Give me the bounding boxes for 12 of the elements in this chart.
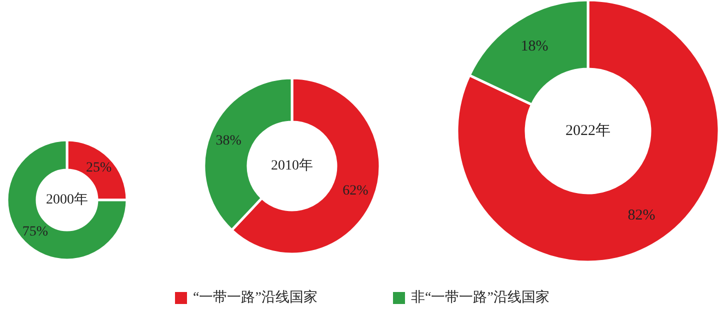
text: 2010年	[271, 158, 313, 174]
legend-label: “一带一路”沿线国家	[193, 290, 318, 306]
donut-slice	[6, 138, 128, 262]
data-label: 75%	[22, 224, 48, 240]
data-label: 62%	[342, 184, 369, 199]
legend-label: 非“一带一路”沿线国家	[411, 290, 550, 306]
data-label: 18%	[520, 38, 548, 55]
data-label: 82%	[628, 207, 656, 224]
data-label: 38%	[216, 133, 242, 148]
data-label: 25%	[86, 160, 112, 176]
text: 2000年	[46, 192, 88, 208]
text: 2022年	[566, 122, 610, 139]
